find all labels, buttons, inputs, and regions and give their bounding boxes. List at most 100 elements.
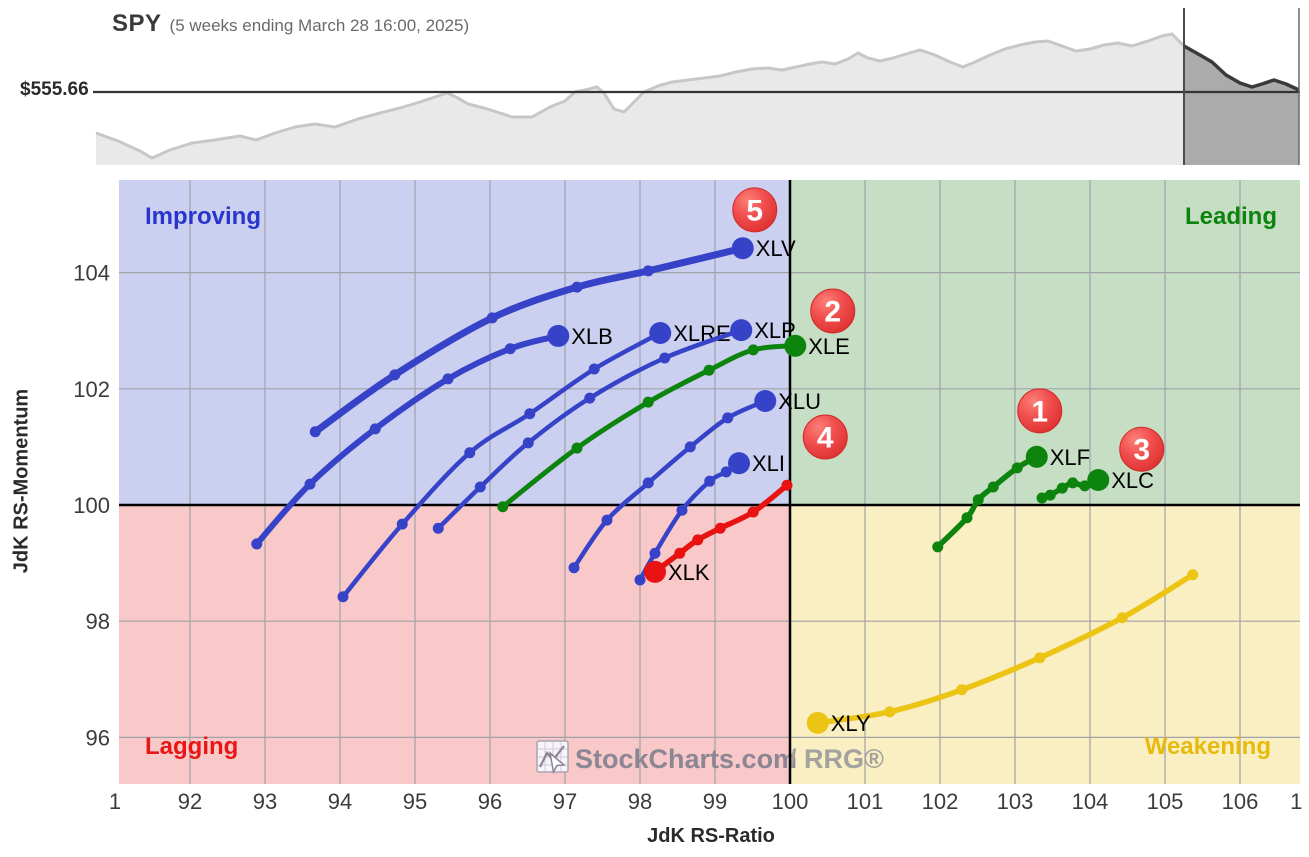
series-head-XLC[interactable] <box>1087 469 1110 492</box>
x-tick-label: 105 <box>1147 789 1184 814</box>
rrg-grid <box>119 180 1300 784</box>
series-point-XLI <box>720 466 732 478</box>
series-point-XLRE <box>337 591 349 603</box>
series-point-XLP <box>432 522 444 534</box>
series-head-XLY[interactable] <box>806 711 829 734</box>
series-point-XLK <box>692 534 704 546</box>
x-tick-label: 106 <box>1222 789 1259 814</box>
series-XLI[interactable]: XLI <box>634 451 786 586</box>
x-tick-label: 1 <box>1290 789 1302 814</box>
x-tick-label: 94 <box>328 789 352 814</box>
badge-number-1: 1 <box>1031 395 1048 428</box>
series-head-XLF[interactable] <box>1025 445 1048 468</box>
x-axis-label: JdK RS-Ratio <box>647 825 775 847</box>
etf-label-XLE[interactable]: XLE <box>808 334 850 359</box>
quadrant-label-leading: Leading <box>1184 203 1277 230</box>
series-line-XLV[interactable] <box>311 244 747 436</box>
series-XLRE[interactable]: XLRE <box>337 321 731 603</box>
x-tick-label: 93 <box>253 789 277 814</box>
x-tick-label: 101 <box>847 789 884 814</box>
x-tick-label: 97 <box>553 789 577 814</box>
x-tick-label: 104 <box>1072 789 1109 814</box>
etf-label-XLK[interactable]: XLK <box>668 560 710 585</box>
series-head-XLK[interactable] <box>644 560 666 583</box>
etf-label-XLU[interactable]: XLU <box>778 389 821 414</box>
series-point-XLF <box>987 481 999 493</box>
series-point-XLY <box>1034 652 1046 664</box>
series-head-XLRE[interactable] <box>649 322 672 345</box>
series-point-XLI <box>634 574 646 586</box>
series-point-XLC <box>1036 492 1048 504</box>
series-XLF[interactable]: XLF <box>932 445 1090 553</box>
chart-subtitle: (5 weeks ending March 28 16:00, 2025) <box>169 16 470 35</box>
x-tick-label: 99 <box>703 789 727 814</box>
series-head-XLV[interactable] <box>731 237 754 260</box>
series-point-XLY <box>1187 569 1199 581</box>
series-point-XLP <box>584 392 596 404</box>
badge-number-5: 5 <box>746 194 763 227</box>
badge-circle-2 <box>810 288 856 334</box>
series-XLK[interactable]: XLK <box>644 479 793 585</box>
series-point-XLI <box>649 547 661 559</box>
etf-label-XLI[interactable]: XLI <box>752 451 785 476</box>
series-XLC[interactable]: XLC <box>1036 468 1155 504</box>
watermark-suffix-text: / RRG® <box>789 744 884 774</box>
annotation-badge-4: 4 <box>802 414 848 460</box>
price-area-recent <box>1184 46 1299 165</box>
series-point-XLF <box>1011 462 1023 474</box>
series-point-XLF <box>972 494 984 506</box>
etf-label-XLC[interactable]: XLC <box>1111 468 1154 493</box>
series-head-XLP[interactable] <box>730 319 753 342</box>
series-head-XLI[interactable] <box>728 452 750 475</box>
etf-label-XLF[interactable]: XLF <box>1050 445 1090 470</box>
series-point-XLRE <box>464 447 476 459</box>
x-tick-label: 103 <box>997 789 1034 814</box>
price-area-main <box>96 34 1184 165</box>
series-point-XLRE <box>396 518 408 530</box>
series-point-XLC <box>1044 489 1056 501</box>
series-point-XLY <box>956 684 968 696</box>
series-head-XLB[interactable] <box>547 324 570 347</box>
series-XLY[interactable]: XLY <box>806 569 1199 736</box>
series-point-XLE <box>703 364 715 376</box>
x-tick-label: 100 <box>772 789 809 814</box>
etf-label-XLY[interactable]: XLY <box>831 711 871 736</box>
watermark-brand-text: StockCharts.com <box>575 744 797 774</box>
series-point-XLV <box>571 281 583 293</box>
series-XLE[interactable]: XLE <box>497 334 850 513</box>
series-point-XLU <box>722 412 734 424</box>
series-head-XLU[interactable] <box>754 390 777 413</box>
series-point-XLB <box>369 423 381 435</box>
series-point-XLRE <box>588 363 600 375</box>
series-point-XLY <box>884 706 896 718</box>
annotation-badge-5: 5 <box>732 187 778 233</box>
watermark-cursor-icon <box>548 751 566 775</box>
series-point-XLV <box>486 312 498 324</box>
price-line-recent <box>1183 44 1300 92</box>
series-point-XLE <box>747 344 759 356</box>
x-tick-label: 92 <box>178 789 202 814</box>
badge-circle-3 <box>1119 426 1165 472</box>
series-point-XLF <box>932 541 944 553</box>
annotation-badge-3: 3 <box>1119 426 1165 472</box>
badge-number-4: 4 <box>817 422 834 455</box>
series-point-XLC <box>1067 477 1079 489</box>
series-XLV[interactable]: XLV <box>309 236 796 438</box>
etf-label-XLV[interactable]: XLV <box>756 236 796 261</box>
series-XLU[interactable]: XLU <box>568 389 822 574</box>
series-head-XLE[interactable] <box>784 334 807 357</box>
series-point-XLP <box>522 437 534 449</box>
y-tick-label: 104 <box>73 261 110 286</box>
series-point-XLI <box>704 475 716 487</box>
series-point-XLE <box>571 442 583 454</box>
series-point-XLV <box>309 426 321 438</box>
series-XLB[interactable]: XLB <box>251 324 613 550</box>
series-point-XLK <box>714 522 726 534</box>
badge-number-2: 2 <box>824 295 841 328</box>
etf-label-XLB[interactable]: XLB <box>571 324 613 349</box>
quadrant-improving-bg <box>119 180 790 505</box>
y-tick-label: 98 <box>86 609 110 634</box>
series-point-XLE <box>642 396 654 408</box>
series-point-XLP <box>474 481 486 493</box>
